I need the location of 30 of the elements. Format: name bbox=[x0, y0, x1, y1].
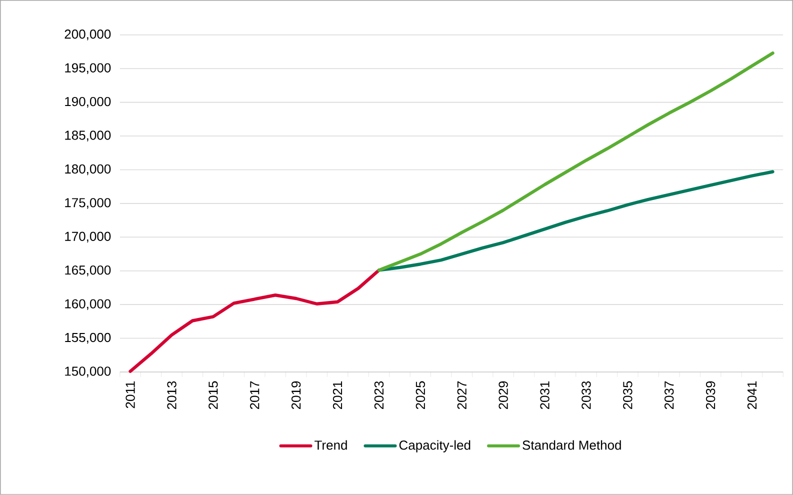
x-tick-label: 2011 bbox=[126, 381, 135, 408]
x-tick-label: 2027 bbox=[457, 381, 466, 410]
x-tick-label: 2019 bbox=[291, 381, 301, 410]
y-tick-label: 160,000 bbox=[65, 299, 111, 310]
x-tick-label: 2033 bbox=[582, 381, 591, 410]
x-tick-label: 2029 bbox=[498, 381, 508, 410]
y-tick-label: 185,000 bbox=[65, 130, 111, 142]
x-tick-label: 2015 bbox=[208, 381, 218, 410]
x-tick-label: 2023 bbox=[374, 381, 384, 410]
y-tick-label: 165,000 bbox=[65, 266, 111, 276]
y-tick-label: 175,000 bbox=[65, 198, 111, 209]
x-tick-label: 2037 bbox=[664, 381, 674, 410]
x-tick-label: 2013 bbox=[167, 381, 176, 410]
x-tick-label: 2017 bbox=[250, 381, 260, 410]
legend-label: Trend bbox=[314, 440, 347, 450]
y-tick-label: 195,000 bbox=[65, 63, 111, 74]
y-tick-label: 150,000 bbox=[65, 366, 111, 378]
y-tick-label: 180,000 bbox=[65, 164, 111, 176]
x-tick-label: 2025 bbox=[416, 381, 426, 410]
x-tick-label: 2031 bbox=[540, 381, 550, 410]
y-tick-label: 170,000 bbox=[65, 232, 111, 243]
y-tick-label: 155,000 bbox=[65, 332, 111, 344]
x-tick-label: 2041 bbox=[747, 381, 757, 410]
x-tick-label: 2039 bbox=[706, 381, 716, 410]
legend-label: Standard Method bbox=[522, 440, 621, 450]
legend-label: Capacity-led bbox=[399, 440, 470, 452]
x-tick-label: 2035 bbox=[623, 381, 632, 410]
x-tick-label: 2021 bbox=[332, 381, 342, 410]
y-tick-label: 190,000 bbox=[65, 96, 111, 108]
y-tick-label: 200,000 bbox=[64, 30, 111, 40]
